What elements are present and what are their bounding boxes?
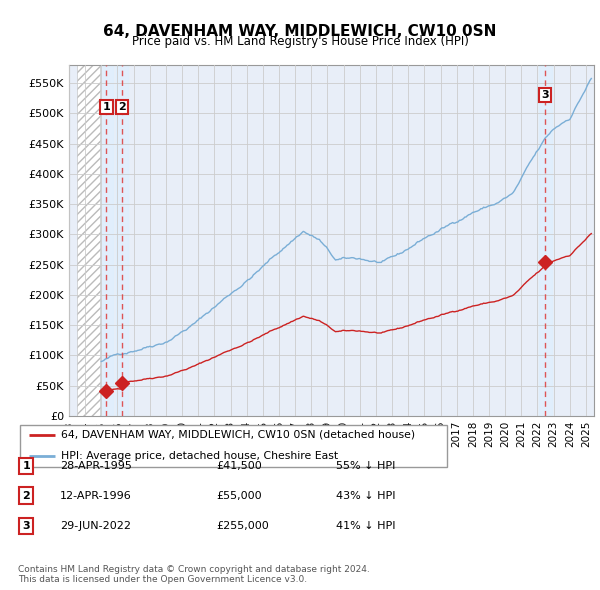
Text: 2: 2 [23, 491, 30, 500]
FancyBboxPatch shape [20, 425, 447, 467]
Bar [100, 65, 113, 416]
Bar [116, 65, 128, 416]
Text: 43% ↓ HPI: 43% ↓ HPI [336, 491, 395, 500]
Bar [539, 65, 552, 416]
Text: 64, DAVENHAM WAY, MIDDLEWICH, CW10 0SN: 64, DAVENHAM WAY, MIDDLEWICH, CW10 0SN [103, 24, 497, 38]
Text: HPI: Average price, detached house, Cheshire East: HPI: Average price, detached house, Ches… [61, 451, 338, 461]
Text: Price paid vs. HM Land Registry's House Price Index (HPI): Price paid vs. HM Land Registry's House … [131, 35, 469, 48]
Text: 41% ↓ HPI: 41% ↓ HPI [336, 522, 395, 531]
Text: Contains HM Land Registry data © Crown copyright and database right 2024.
This d: Contains HM Land Registry data © Crown c… [18, 565, 370, 584]
Text: 28-APR-1995: 28-APR-1995 [60, 461, 132, 471]
Text: 3: 3 [542, 90, 549, 100]
Text: 12-APR-1996: 12-APR-1996 [60, 491, 132, 500]
Text: £255,000: £255,000 [216, 522, 269, 531]
Text: 64, DAVENHAM WAY, MIDDLEWICH, CW10 0SN (detached house): 64, DAVENHAM WAY, MIDDLEWICH, CW10 0SN (… [61, 430, 415, 440]
Text: 29-JUN-2022: 29-JUN-2022 [60, 522, 131, 531]
Text: 1: 1 [23, 461, 30, 471]
Text: 2: 2 [118, 102, 126, 112]
Text: £41,500: £41,500 [216, 461, 262, 471]
Text: £55,000: £55,000 [216, 491, 262, 500]
Text: 55% ↓ HPI: 55% ↓ HPI [336, 461, 395, 471]
Text: 3: 3 [23, 522, 30, 531]
Text: 1: 1 [103, 102, 110, 112]
